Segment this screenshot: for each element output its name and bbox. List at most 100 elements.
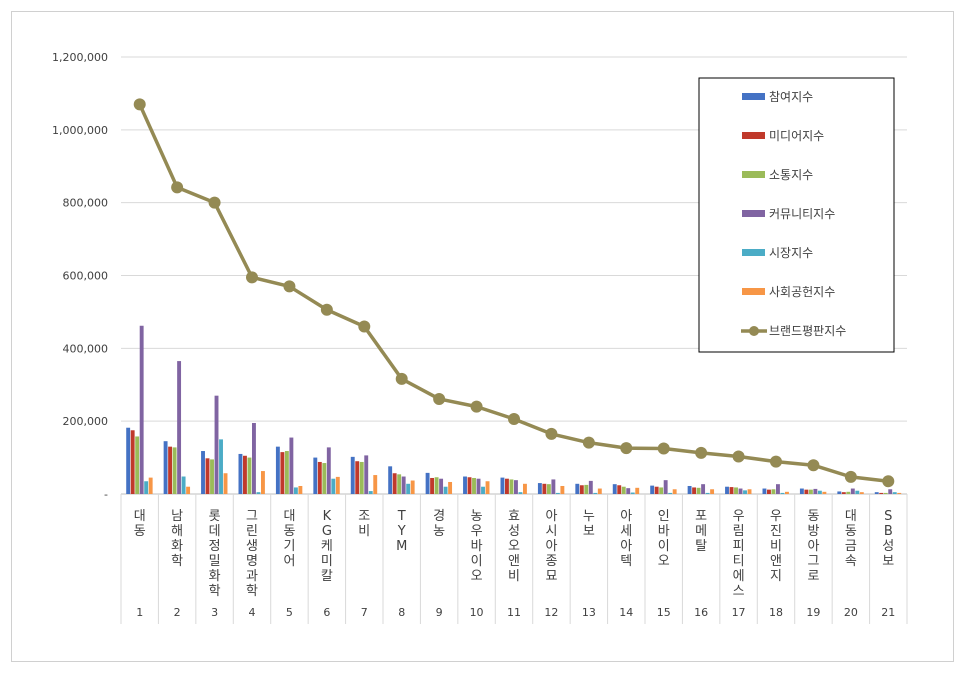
bar-소통지수-누보 xyxy=(584,484,589,494)
point-브랜드평판지수-우림피티에스 xyxy=(732,450,745,463)
bar-커뮤니티지수-그린생명과학 xyxy=(252,422,256,494)
legend-swatch xyxy=(742,93,765,100)
bar-사회공헌지수-조비 xyxy=(373,475,378,494)
bar-시장지수-대동금속 xyxy=(855,490,860,494)
bar-참여지수-롯데정밀화학 xyxy=(201,451,205,494)
bar-시장지수-대동 xyxy=(144,481,149,494)
point-브랜드평판지수-롯데정밀화학 xyxy=(208,196,221,209)
bar-소통지수-농우바이오 xyxy=(472,477,476,494)
point-브랜드평판지수-조비 xyxy=(358,320,371,333)
bar-커뮤니티지수-동방아그로 xyxy=(813,488,818,494)
category-index: 13 xyxy=(582,606,596,619)
bar-사회공헌지수-포메탈 xyxy=(710,489,715,494)
bar-참여지수-누보 xyxy=(575,483,580,494)
bar-커뮤니티지수-농우바이오 xyxy=(476,478,481,494)
bar-미디어지수-아세아텍 xyxy=(617,485,622,494)
bar-시장지수-포메탈 xyxy=(705,492,710,494)
bar-시장지수-경농 xyxy=(443,486,448,494)
point-브랜드평판지수-포메탈 xyxy=(695,446,708,459)
category-index: 9 xyxy=(436,606,443,619)
bar-소통지수-조비 xyxy=(359,461,364,494)
bar-미디어지수-인바이오 xyxy=(654,486,659,494)
category-index: 20 xyxy=(844,606,858,619)
category-index: 18 xyxy=(769,606,783,619)
point-브랜드평판지수-SB성보 xyxy=(882,475,895,488)
legend-swatch xyxy=(742,132,765,139)
bar-소통지수-대동기어 xyxy=(284,451,289,494)
bar-참여지수-우진비앤지 xyxy=(762,488,767,494)
point-브랜드평판지수-TYM xyxy=(395,372,408,385)
bar-사회공헌지수-경농 xyxy=(448,481,453,494)
bar-시장지수-농우바이오 xyxy=(481,486,485,494)
bar-참여지수-경농 xyxy=(425,472,430,494)
bar-커뮤니티지수-대동 xyxy=(139,325,144,494)
bar-소통지수-대동 xyxy=(135,436,140,494)
bar-사회공헌지수-인바이오 xyxy=(672,489,677,494)
bar-커뮤니티지수-SB성보 xyxy=(888,489,893,494)
point-브랜드평판지수-동방아그로 xyxy=(807,459,820,472)
bar-커뮤니티지수-대동금속 xyxy=(850,488,855,494)
legend-box xyxy=(698,77,895,353)
point-브랜드평판지수-누보 xyxy=(582,436,595,449)
bar-미디어지수-KG케미칼 xyxy=(317,461,322,494)
bar-시장지수-SB성보 xyxy=(892,492,897,494)
bar-시장지수-동방아그로 xyxy=(817,490,822,494)
bar-커뮤니티지수-경농 xyxy=(439,478,444,494)
bar-시장지수-남해화학 xyxy=(181,476,186,494)
bar-참여지수-TYM xyxy=(388,466,393,494)
bar-사회공헌지수-농우바이오 xyxy=(485,481,490,494)
category-index: 12 xyxy=(544,606,558,619)
point-브랜드평판지수-경농 xyxy=(433,392,446,405)
bar-사회공헌지수-TYM xyxy=(410,480,415,494)
bar-커뮤니티지수-우림피티에스 xyxy=(738,488,743,494)
category-index: 7 xyxy=(361,606,368,619)
category-index: 19 xyxy=(806,606,820,619)
bar-시장지수-아시아종묘 xyxy=(555,492,560,494)
bar-미디어지수-경농 xyxy=(430,477,435,494)
bar-사회공헌지수-동방아그로 xyxy=(822,491,827,494)
y-tick-label: 400,000 xyxy=(63,342,109,355)
point-브랜드평판지수-효성오앤비 xyxy=(508,412,520,425)
bar-커뮤니티지수-포메탈 xyxy=(701,484,706,494)
bar-소통지수-SB성보 xyxy=(883,492,888,494)
bar-시장지수-그린생명과학 xyxy=(256,492,261,494)
bar-참여지수-인바이오 xyxy=(650,485,655,494)
bar-소통지수-그린생명과학 xyxy=(247,457,252,494)
bar-커뮤니티지수-남해화학 xyxy=(177,361,182,494)
bar-커뮤니티지수-아세아텍 xyxy=(626,488,631,494)
bar-커뮤니티지수-아시아종묘 xyxy=(551,479,556,494)
bar-미디어지수-아시아종묘 xyxy=(542,483,547,494)
bar-소통지수-아세아텍 xyxy=(621,486,626,494)
bar-시장지수-조비 xyxy=(368,491,373,494)
legend-label: 소통지수 xyxy=(769,168,813,182)
y-tick-label: 800,000 xyxy=(63,197,109,210)
bar-미디어지수-남해화학 xyxy=(168,446,173,494)
legend-marker xyxy=(749,326,759,336)
legend-label: 참여지수 xyxy=(769,90,813,104)
bar-커뮤니티지수-대동기어 xyxy=(289,437,294,494)
point-브랜드평판지수-아시아종묘 xyxy=(545,427,558,440)
bar-커뮤니티지수-KG케미칼 xyxy=(326,447,331,494)
bar-소통지수-대동금속 xyxy=(846,491,851,494)
bar-사회공헌지수-아세아텍 xyxy=(635,487,640,494)
bar-미디어지수-TYM xyxy=(392,473,397,494)
bar-커뮤니티지수-조비 xyxy=(364,455,369,494)
bar-사회공헌지수-아시아종묘 xyxy=(560,485,565,494)
y-tick-label: - xyxy=(104,488,108,501)
bar-소통지수-TYM xyxy=(397,474,402,494)
category-index: 2 xyxy=(174,606,181,619)
legend-swatch xyxy=(742,249,765,256)
